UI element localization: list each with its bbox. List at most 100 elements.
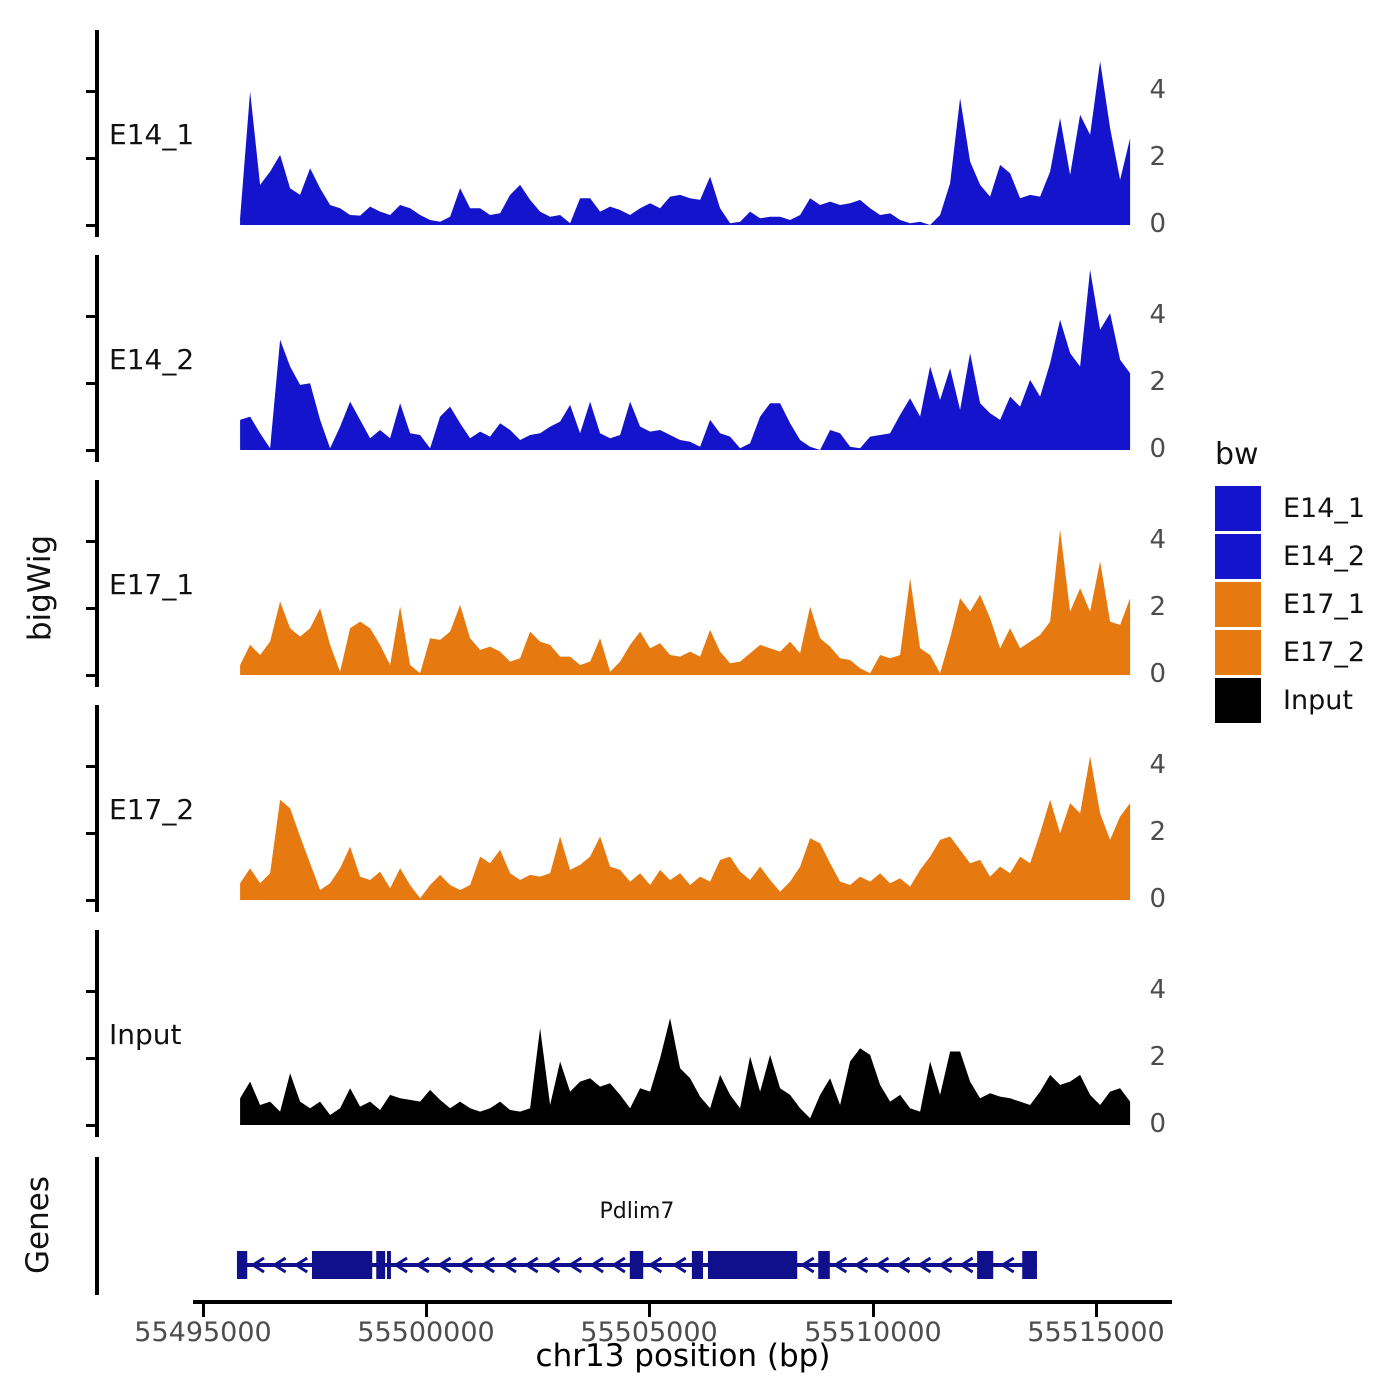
strand-arrow-icon bbox=[523, 1256, 539, 1274]
coverage-polygon bbox=[240, 756, 1131, 900]
legend-swatch-icon bbox=[1215, 486, 1261, 531]
coverage-area-E14_1 bbox=[240, 61, 1131, 225]
coverage-area-E17_2 bbox=[240, 756, 1131, 900]
y-tick-label: 2 bbox=[1149, 367, 1166, 398]
x-tick-label: 55505000 bbox=[580, 1317, 718, 1348]
coverage-polygon bbox=[240, 529, 1131, 675]
y-tick-mark bbox=[86, 224, 95, 227]
x-tick-mark bbox=[648, 1304, 651, 1317]
y-tick-label: 4 bbox=[1149, 750, 1166, 781]
x-tick-label: 55510000 bbox=[804, 1317, 942, 1348]
y-tick-mark bbox=[86, 899, 95, 902]
gene-exon bbox=[707, 1251, 798, 1279]
x-tick-mark bbox=[425, 1304, 428, 1317]
strand-arrow-icon bbox=[647, 1256, 663, 1274]
track-panel-E14_1: 0 2 4 E14_1 bbox=[86, 30, 1180, 239]
legend-entry-E17_1: E17_1 bbox=[1215, 582, 1365, 627]
y-axis-line bbox=[95, 705, 99, 912]
coverage-area-E17_1 bbox=[240, 529, 1131, 675]
track-panel-E14_2: 0 2 4 E14_2 bbox=[86, 255, 1180, 464]
y-tick-mark bbox=[86, 1057, 95, 1061]
gene-model-Pdlim7 bbox=[236, 1251, 1037, 1279]
track-label-Input: Input bbox=[109, 1018, 182, 1051]
y-axis-line bbox=[95, 930, 99, 1137]
legend-entry-E17_2: E17_2 bbox=[1215, 630, 1365, 675]
legend-title: bw bbox=[1215, 437, 1259, 472]
y-axis-line bbox=[95, 30, 99, 237]
x-axis-title: chr13 position (bp) bbox=[535, 1338, 831, 1374]
gene-exon bbox=[629, 1251, 644, 1279]
coverage-polygon bbox=[240, 61, 1131, 225]
gene-exon bbox=[977, 1251, 994, 1279]
strand-arrow-icon bbox=[671, 1256, 687, 1274]
y-tick-mark bbox=[86, 990, 95, 994]
y-tick-label: 2 bbox=[1149, 142, 1166, 173]
legend-entry-E14_2: E14_2 bbox=[1215, 534, 1365, 579]
y-tick-label: 0 bbox=[1149, 434, 1166, 464]
gene-name-label: Pdlim7 bbox=[599, 1199, 675, 1224]
strand-arrow-icon bbox=[271, 1256, 287, 1274]
strand-arrow-icon bbox=[545, 1256, 561, 1274]
strand-arrow-icon bbox=[611, 1256, 626, 1274]
y-tick-label: 4 bbox=[1149, 975, 1166, 1006]
x-tick-label: 55515000 bbox=[1027, 1317, 1165, 1348]
coverage-area-E14_2 bbox=[240, 269, 1131, 450]
track-label-E17_1: E17_1 bbox=[109, 568, 195, 601]
strand-arrow-icon bbox=[415, 1256, 430, 1274]
y-tick-mark bbox=[86, 449, 95, 452]
y-tick-mark bbox=[86, 765, 95, 769]
strand-arrow-icon bbox=[458, 1256, 474, 1274]
y-tick-mark bbox=[86, 832, 95, 836]
gene-exon bbox=[1022, 1251, 1037, 1279]
legend-entry-label: E14_2 bbox=[1283, 541, 1366, 572]
strand-arrow-icon bbox=[853, 1256, 869, 1274]
coverage-area-Input bbox=[240, 1018, 1131, 1125]
strand-arrow-icon bbox=[293, 1256, 309, 1274]
y-tick-label: 2 bbox=[1149, 592, 1166, 623]
strand-arrow-icon bbox=[589, 1256, 604, 1274]
legend-entry-E14_1: E14_1 bbox=[1215, 486, 1365, 531]
legend: bw E14_1 E14_2 E17_1 E17_2 Input bbox=[1215, 437, 1365, 726]
legend-entry-label: E17_1 bbox=[1283, 589, 1366, 620]
y-tick-label: 0 bbox=[1149, 884, 1166, 914]
strand-arrow-icon bbox=[393, 1256, 408, 1274]
strand-arrow-icon bbox=[937, 1256, 953, 1274]
x-tick-mark bbox=[202, 1304, 205, 1317]
legend-rows: E14_1 E14_2 E17_1 E17_2 Input bbox=[1215, 486, 1365, 723]
gene-exon bbox=[386, 1251, 391, 1279]
y-tick-label: 2 bbox=[1149, 1042, 1166, 1073]
y-tick-mark bbox=[86, 674, 95, 677]
gene-exon bbox=[236, 1251, 248, 1279]
track-label-E14_2: E14_2 bbox=[109, 343, 195, 376]
y-tick-mark bbox=[86, 540, 95, 544]
y-tick-mark bbox=[86, 382, 95, 386]
legend-swatch-icon bbox=[1215, 534, 1261, 579]
strand-arrow-icon bbox=[799, 1256, 815, 1274]
strand-arrow-icon bbox=[916, 1256, 932, 1274]
y-tick-label: 0 bbox=[1149, 209, 1166, 239]
gene-exon bbox=[691, 1251, 704, 1279]
track-label-E17_2: E17_2 bbox=[109, 793, 195, 826]
legend-swatch-icon bbox=[1215, 630, 1261, 675]
x-tick-mark bbox=[1095, 1304, 1098, 1317]
genes-axis-title: Genes bbox=[20, 1176, 56, 1274]
strand-arrow-icon bbox=[958, 1256, 974, 1274]
genes-axis-line bbox=[95, 1157, 99, 1295]
y-tick-mark bbox=[86, 607, 95, 611]
gene-exon bbox=[376, 1251, 386, 1279]
y-tick-mark bbox=[86, 90, 95, 94]
y-tick-label: 4 bbox=[1149, 300, 1166, 331]
y-tick-label: 4 bbox=[1149, 75, 1166, 106]
x-tick-label: 55500000 bbox=[357, 1317, 495, 1348]
track-panel-Input: 0 2 4 Input bbox=[86, 930, 1180, 1137]
gene-exon bbox=[818, 1251, 830, 1279]
legend-entry-label: E14_1 bbox=[1283, 493, 1366, 524]
track-label-E14_1: E14_1 bbox=[109, 118, 195, 151]
gene-exon bbox=[311, 1251, 373, 1279]
strand-arrow-icon bbox=[480, 1256, 496, 1274]
y-tick-mark bbox=[86, 157, 95, 161]
y-tick-label: 2 bbox=[1149, 817, 1166, 848]
strand-arrow-icon bbox=[874, 1256, 890, 1274]
x-tick-mark bbox=[872, 1304, 875, 1317]
legend-entry-Input: Input bbox=[1215, 678, 1365, 723]
